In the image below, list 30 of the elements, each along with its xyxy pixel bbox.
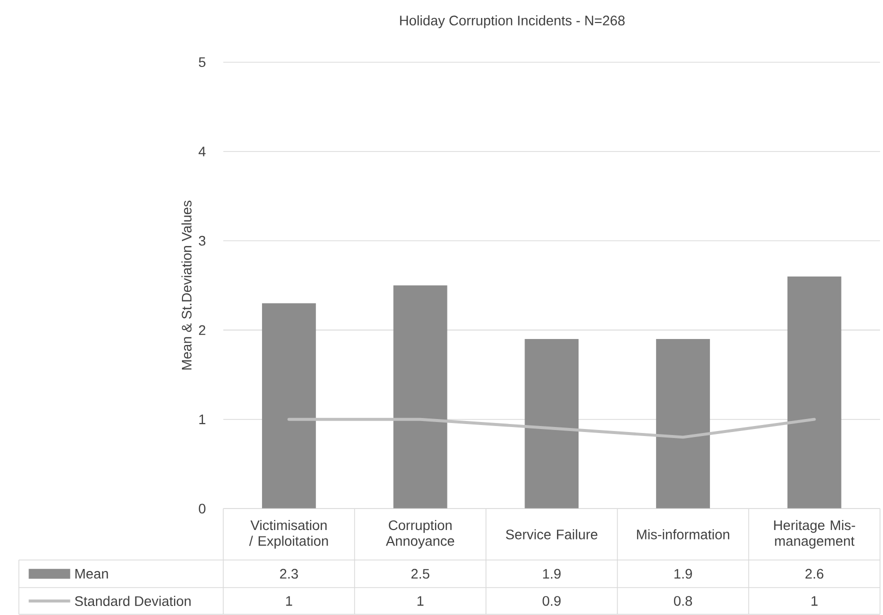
data-label: 0.9 [542, 596, 561, 606]
y-tick-label: 3 [198, 236, 206, 246]
x-tick-label: Mis-information [637, 529, 730, 540]
bar [524, 338, 579, 508]
data-label: 2.6 [805, 568, 824, 579]
y-tick-label: 5 [198, 57, 206, 67]
legend-label: Standard Deviation [74, 596, 191, 606]
data-label: 2.5 [411, 568, 430, 579]
data-label: 2.3 [280, 568, 298, 579]
y-tick-label: 2 [199, 325, 206, 335]
y-tick-label: 0 [198, 504, 206, 514]
y-axis-title: Mean & St.Deviation Values [181, 200, 192, 370]
bar [787, 276, 842, 508]
y-tick-label: 4 [198, 146, 206, 156]
data-label: 0.8 [674, 596, 692, 606]
legend-label: Mean [75, 568, 108, 578]
bar [656, 338, 710, 508]
chart-title: Holiday Corruption Incidents - N=268 [400, 15, 625, 28]
x-tick-label: Corruption Annoyance [386, 520, 454, 548]
x-tick-label: Victimisation / Exploitation [249, 520, 328, 548]
y-tick-label: 1 [199, 414, 206, 424]
data-label: 1 [812, 596, 818, 606]
data-label: 1.9 [543, 568, 561, 579]
x-tick-label: Service Failure [506, 529, 598, 540]
data-label: 1 [418, 596, 424, 606]
data-label: 1 [286, 596, 292, 606]
data-label: 1.9 [674, 568, 692, 579]
bar [393, 285, 448, 508]
bar [262, 303, 316, 508]
x-tick-label: Heritage Mis-management [774, 520, 856, 548]
